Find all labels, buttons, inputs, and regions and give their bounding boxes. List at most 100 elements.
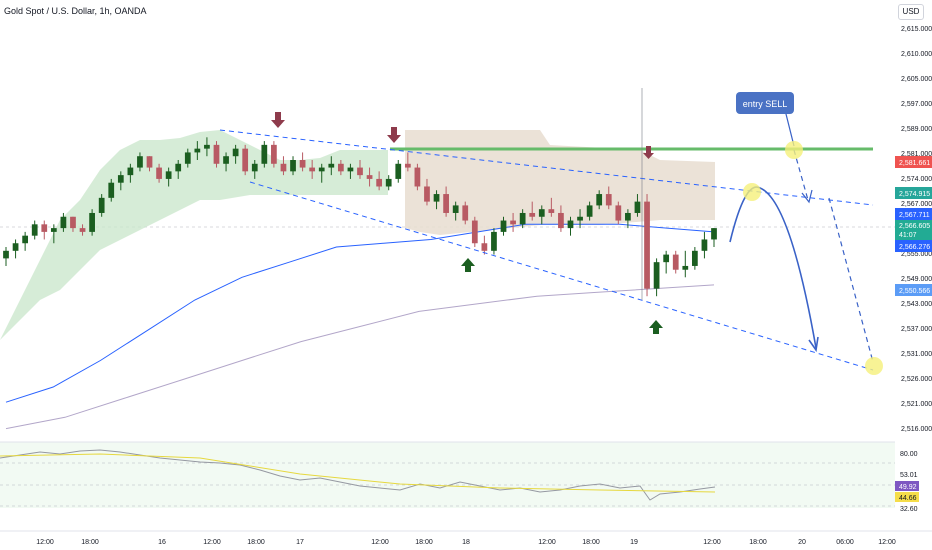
time-tick: 12:00	[371, 539, 389, 546]
time-axis[interactable]: 12:00 18:00 16 12:00 18:00 17 12:00 18:00 18 12:0…	[0, 530, 932, 546]
candle	[3, 247, 9, 266]
price-tick: 2,574.000	[901, 176, 932, 183]
time-tick: 19	[630, 539, 638, 546]
arrow-down-icon	[387, 127, 401, 143]
candle	[586, 201, 593, 221]
candle	[395, 160, 402, 183]
time-tick: 16	[158, 539, 166, 546]
candle	[175, 160, 182, 179]
candle	[204, 137, 210, 157]
rsi-tick: 32.60	[900, 506, 918, 513]
green-cloud-area	[0, 130, 388, 340]
candle	[376, 171, 383, 191]
price-label-bg	[895, 240, 932, 252]
candle	[357, 160, 363, 179]
price-tick: 2,526.000	[901, 376, 932, 383]
price-label-bg	[895, 187, 932, 199]
candle	[12, 239, 19, 259]
candle	[232, 144, 239, 164]
time-tick: 12:00	[538, 539, 556, 546]
moving-average-line	[5, 284, 715, 430]
candle	[70, 216, 76, 232]
candle	[366, 167, 373, 187]
candle	[471, 216, 478, 248]
candle	[251, 160, 258, 179]
candle	[567, 216, 574, 236]
price-tick: 2,589.000	[901, 126, 932, 133]
highlight-circle	[785, 141, 803, 159]
moving-average-line	[5, 223, 715, 403]
candle	[491, 228, 497, 255]
rsi-tick: 80.00	[900, 451, 918, 458]
price-label: 2,566.276	[899, 244, 930, 251]
candle	[108, 178, 115, 202]
rsi-label-bg	[895, 492, 919, 502]
time-tick: 12:00	[878, 539, 896, 546]
candle	[615, 201, 622, 225]
signal-arrows	[271, 112, 663, 334]
candle	[79, 224, 86, 236]
price-tick: 2,516.000	[901, 426, 932, 433]
candle	[60, 212, 67, 232]
candle	[682, 250, 689, 278]
candle	[414, 163, 421, 191]
candle	[318, 163, 325, 183]
rsi-label-bg	[895, 481, 919, 491]
candle	[213, 141, 220, 168]
candle	[223, 152, 229, 172]
highlight-circle	[743, 183, 761, 201]
time-tick: 18:00	[415, 539, 433, 546]
rsi-tick: 53.01	[900, 472, 918, 479]
time-tick: 06:00	[836, 539, 854, 546]
candle	[290, 156, 296, 176]
time-tick: 18:00	[81, 539, 99, 546]
trend-lines	[219, 129, 874, 371]
candle	[194, 141, 201, 160]
candle	[538, 205, 545, 225]
time-tick: 20	[798, 539, 806, 546]
price-label: 2,574.915	[899, 191, 930, 198]
time-tick: 12:00	[703, 539, 721, 546]
candle	[347, 163, 354, 179]
candle	[443, 186, 449, 217]
candle	[280, 156, 287, 176]
candle	[672, 250, 679, 274]
rsi-label: 49.92	[899, 484, 917, 491]
candle	[605, 186, 612, 210]
price-label: 2,567.711	[899, 212, 930, 219]
candle	[462, 201, 469, 225]
price-tick: 2,549.000	[901, 276, 932, 283]
time-tick: 12:00	[36, 539, 54, 546]
price-label-bg	[895, 208, 932, 220]
candle	[424, 178, 430, 206]
candle	[500, 216, 507, 236]
rsi-line	[0, 449, 716, 501]
candle	[625, 209, 631, 229]
price-tick: 2,555.000	[901, 251, 932, 258]
candle	[691, 247, 698, 270]
candle	[404, 152, 411, 172]
candle	[653, 258, 660, 297]
currency-button[interactable]: USD	[898, 4, 924, 20]
rsi-signal-line	[0, 453, 716, 493]
countdown-label: 41:07	[899, 232, 917, 239]
candle	[89, 209, 95, 236]
price-tick: 2,531.000	[901, 351, 932, 358]
candle	[184, 148, 191, 168]
candle	[634, 194, 641, 217]
candle	[261, 141, 268, 168]
rsi-pane-background	[0, 442, 895, 508]
price-label: 2,550.566	[899, 288, 930, 295]
candle	[510, 212, 516, 232]
price-label: 2,581.661	[899, 160, 930, 167]
candle	[41, 220, 48, 240]
price-labels: 2,581.661 2,574.915 2,567.711 2,566.605 …	[895, 156, 932, 296]
highlight-circle	[865, 357, 883, 375]
candle	[701, 231, 708, 259]
candle	[127, 163, 134, 183]
candle	[31, 220, 38, 240]
candle	[577, 209, 583, 229]
price-tick: 2,567.000	[901, 201, 932, 208]
candle	[146, 156, 153, 172]
